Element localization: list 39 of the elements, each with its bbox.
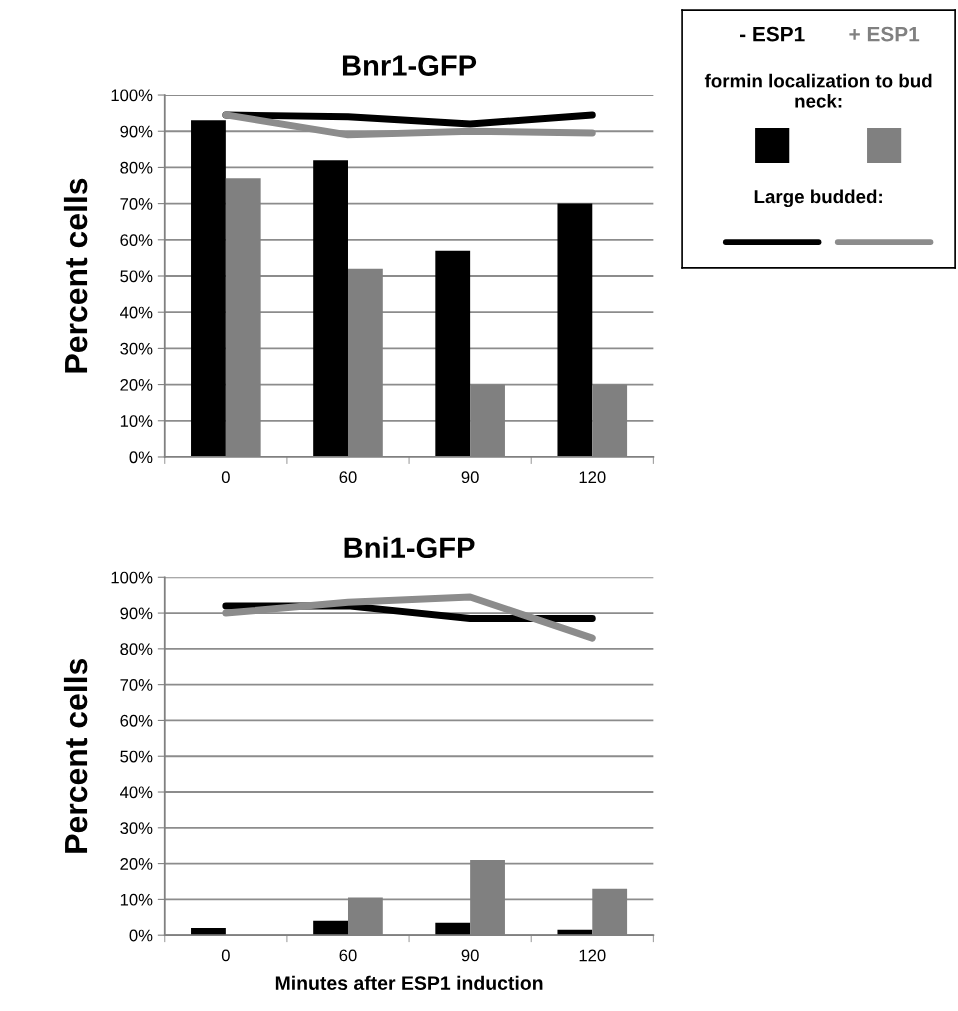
y-tick-label: 60%	[120, 234, 153, 247]
y-tick-label: 90%	[120, 125, 153, 138]
y-tick-label: 30%	[120, 342, 153, 355]
text: Large budded:	[754, 189, 882, 208]
y-tick-label: 40%	[120, 306, 153, 319]
y-tick-label: 50%	[120, 270, 153, 283]
x-tick-label: 60	[339, 949, 357, 962]
y-tick-label: 100%	[111, 89, 153, 102]
x-tick-label: 120	[579, 949, 606, 962]
x-tick-label: 90	[461, 949, 479, 962]
y-axis-title: Percent cells	[63, 178, 88, 373]
chart-title: Bnr1-GFP	[342, 55, 477, 76]
x-axis-title: Minutes after ESP1 induction	[275, 975, 543, 990]
x-tick-label: 60	[339, 471, 357, 484]
y-tick-label: 50%	[120, 750, 153, 763]
y-tick-label: 10%	[120, 893, 153, 906]
y-tick-label: 30%	[120, 822, 153, 835]
y-tick-label: 20%	[120, 858, 153, 870]
y-tick-label: 60%	[120, 714, 153, 727]
x-tick-label: 0	[221, 949, 230, 962]
y-tick-label: 0%	[129, 929, 153, 942]
y-tick-label: 40%	[120, 786, 153, 799]
y-tick-label: 10%	[120, 415, 153, 427]
y-tick-label: 80%	[120, 161, 153, 174]
y-tick-label: 70%	[120, 679, 153, 691]
text: - ESP1	[740, 26, 805, 42]
y-axis-title: Percent cells	[63, 658, 88, 853]
text: formin localization to bud neck:	[704, 73, 932, 108]
x-tick-label: 90	[461, 471, 479, 484]
x-tick-label: 120	[579, 471, 606, 484]
chart-title: Bni1-GFP	[344, 536, 475, 559]
y-tick-label: 70%	[120, 198, 153, 210]
text: + ESP1	[849, 26, 920, 42]
y-tick-label: 100%	[111, 571, 153, 584]
x-tick-label: 0	[221, 471, 230, 484]
y-tick-label: 90%	[120, 607, 153, 620]
y-tick-label: 0%	[129, 451, 153, 464]
y-tick-label: 80%	[120, 643, 153, 656]
y-tick-label: 20%	[120, 378, 153, 391]
